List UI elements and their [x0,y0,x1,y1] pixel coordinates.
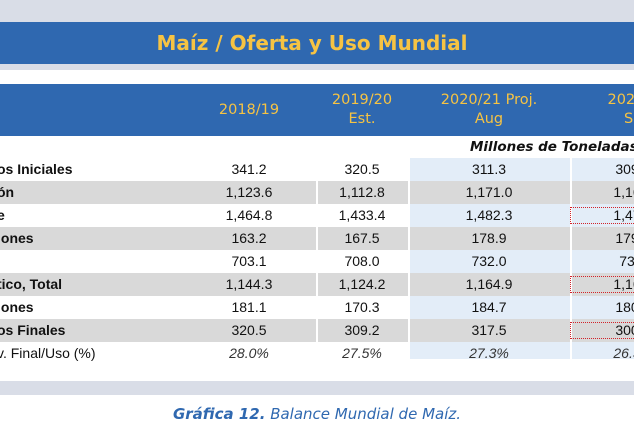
data-table: 2018/19 2019/20 Est. 2020/21 Proj. Aug 2… [0,70,634,381]
cell-value: 73 [619,253,634,269]
cell-value: 1,482.3 [465,207,513,223]
column-header-line1: 2020/21 Proj. [440,92,538,108]
cell-value: 1,16 [613,276,634,292]
cell-value: 180 [615,299,634,315]
unit-label: Millones de Toneladas [470,139,634,155]
table-figure: Maíz / Oferta y Uso Mundial 2018/19 2019… [0,0,634,395]
table-row: 703.1 708.0 732.0 73 [0,250,634,273]
row-label: e [0,207,5,223]
cell-value: 1,16 [613,184,634,200]
cell-value: 732.0 [471,253,507,269]
cell-value: 163.2 [231,230,267,246]
cell-value: 1,164.9 [465,276,513,292]
cell-value: 1,144.3 [225,276,273,292]
column-header-line2: Se [623,111,634,127]
column-header-line1: 2020/2 [607,92,634,108]
table-row: iones 181.1 170.3 184.7 180 [0,296,634,319]
cell-value: 28.0% [229,345,269,361]
cell-value: 184.7 [471,299,507,315]
column-divider [316,158,318,359]
cell-value: 26.3 [613,345,634,361]
cell-value: 1,171.0 [465,184,513,200]
cell-value: 309.2 [344,322,380,338]
row-label: ón [0,184,15,200]
caption-label: Gráfica 12. [172,405,266,423]
cell-value: 170.3 [344,299,380,315]
column-header-band [0,84,634,136]
table-row: os Iniciales 341.2 320.5 311.3 309 [0,158,634,181]
table-title: Maíz / Oferta y Uso Mundial [0,22,634,64]
cell-value: 1,112.8 [339,184,385,200]
column-header-2020-21-sep: 2020/2 Se [578,84,634,136]
cell-value: 311.3 [472,161,506,177]
figure-caption: Gráfica 12. Balance Mundial de Maíz. [0,405,634,423]
row-label: iones [0,230,34,246]
row-label: iones [0,299,34,315]
column-divider [570,158,572,359]
cell-value: 178.9 [471,230,507,246]
caption-text: Balance Mundial de Maíz. [265,405,462,423]
cell-value: 1,123.6 [225,184,273,200]
cell-value: 27.3% [469,345,509,361]
cell-value: 320.5 [231,322,267,338]
highlight-box [570,207,634,224]
cell-value: 179 [615,230,634,246]
table-row: v. Final/Uso (%) 28.0% 27.5% 27.3% 26.3 [0,342,634,365]
cell-value: 309 [615,161,634,177]
cell-value: 1,124.2 [338,276,386,292]
cell-value: 320.5 [344,161,380,177]
column-header-line2: Est. [348,111,376,127]
table-row: e 1,464.8 1,433.4 1,482.3 1,47 [0,204,634,227]
cell-value: 27.5% [342,345,382,361]
column-divider [408,158,410,359]
cell-value: 708.0 [344,253,380,269]
column-header-2020-21-aug: 2020/21 Proj. Aug [410,84,568,136]
column-header-line1: 2018/19 [218,101,280,118]
highlight-box [570,276,634,293]
highlight-box [570,322,634,339]
cell-value: 1,433.4 [338,207,386,223]
cell-value: 341.2 [231,161,267,177]
row-label: os Iniciales [0,161,73,177]
row-label: tico, Total [0,276,63,292]
column-header-line2: Aug [474,111,504,127]
row-label: os Finales [0,322,66,338]
row-label: v. Final/Uso (%) [0,345,96,361]
cell-value: 703.1 [231,253,267,269]
column-header-line1: 2019/20 [331,92,393,108]
cell-value: 1,47 [613,207,634,223]
cell-value: 181.1 [231,299,267,315]
cell-value: 317.5 [471,322,507,338]
column-header-2018-19: 2018/19 [184,84,314,136]
cell-value: 167.5 [344,230,380,246]
column-header-2019-20: 2019/20 Est. [318,84,406,136]
cell-value: 1,464.8 [225,207,273,223]
cell-value: 300 [615,322,634,338]
